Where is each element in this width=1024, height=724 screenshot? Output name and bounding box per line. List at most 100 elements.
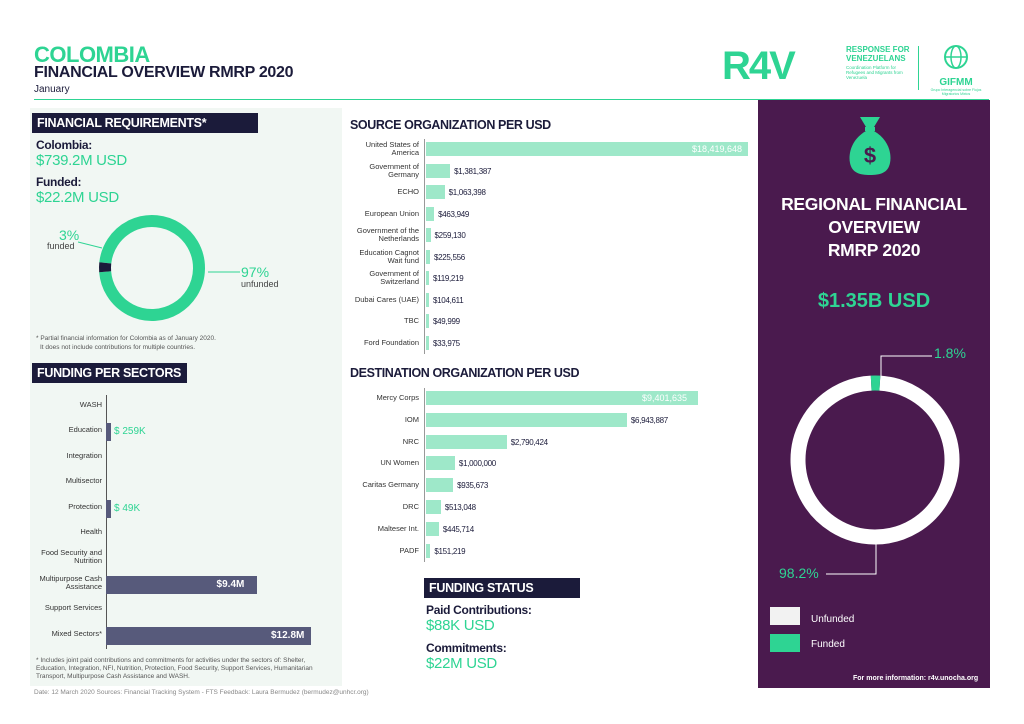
svg-text:$: $: [864, 143, 876, 168]
gifmm-name: GIFMM: [939, 77, 973, 88]
funded-label: Funded:: [36, 175, 82, 189]
financial-requirements-header: FINANCIAL REQUIREMENTS*: [32, 113, 258, 133]
dest-org-value: $151,219: [434, 546, 466, 556]
logo-line2: VENEZUELANS: [846, 54, 906, 63]
source-org-value: $259,130: [434, 231, 466, 240]
country-funding-donut: [99, 215, 205, 321]
gifmm-tagline: Grupo Interagencial sobre Flujos Migrato…: [930, 88, 982, 96]
funded-leader-line: [78, 241, 103, 249]
sector-bar: [106, 575, 257, 594]
legend-funded-swatch: [770, 634, 800, 652]
source-org-label: Dubai Cares (UAE): [354, 294, 419, 304]
source-org-value: $463,949: [438, 209, 470, 219]
logo-divider: [918, 46, 919, 90]
source-org-bar: [426, 185, 445, 199]
report-month: January: [34, 84, 70, 95]
source-org-value: $49,999: [433, 317, 460, 326]
dest-org-value: $1,000,000: [458, 459, 496, 469]
source-org-bar: [426, 206, 435, 221]
source-org-value: $119,219: [433, 274, 464, 283]
regional-funded-pct: 1.8%: [934, 345, 966, 361]
source-org-bar: [426, 163, 451, 178]
dest-org-label: PADF: [399, 545, 419, 555]
sector-bar: [106, 626, 311, 645]
funded-value: $22.2M USD: [36, 189, 119, 206]
sector-bar: [106, 499, 111, 518]
sectors-header: FUNDING PER SECTORS: [32, 363, 187, 383]
sector-label: Mixed Sectors*: [51, 628, 102, 638]
dest-org-bar: [426, 543, 431, 558]
country-requirement-value: $739.2M USD: [36, 152, 127, 169]
money-bag-icon: $: [849, 117, 891, 175]
sector-label: Education: [68, 425, 102, 435]
source-org-axis: [424, 139, 425, 354]
source-org-label: TBC: [404, 316, 419, 325]
sector-bar: [106, 423, 111, 442]
dest-org-label: Mercy Corps: [376, 393, 419, 402]
funded-pct: 3%: [59, 227, 80, 243]
source-org-label: ECHO: [397, 187, 419, 196]
regional-panel: [758, 100, 990, 688]
source-org-bar: [426, 228, 431, 242]
source-org-bar: [426, 314, 429, 328]
commit-value: $22M USD: [426, 655, 497, 672]
globe-icon: [944, 45, 968, 69]
dest-org-value: $513,048: [444, 503, 476, 512]
source-org-label: United States of America: [365, 140, 419, 157]
donut-unfunded-slice: [99, 215, 205, 321]
dest-org-value: $2,790,424: [510, 437, 548, 447]
sectors-note-1: * Includes joint paid contributions and …: [36, 657, 306, 664]
sector-bar-value: $ 49K: [114, 502, 141, 514]
more-info-link[interactable]: For more information: r4v.unocha.org: [853, 675, 979, 682]
source-org-value: $18,419,648: [692, 144, 743, 154]
paid-label: Paid Contributions:: [426, 603, 532, 617]
donut-unfunded-slice: [790, 375, 960, 545]
page-title: COLOMBIA: [34, 42, 150, 67]
header-divider: [34, 99, 989, 100]
dest-org-label: Malteser Int.: [377, 523, 419, 533]
dest-org-label: Caritas Germany: [362, 480, 419, 490]
regional-unfunded-pct: 98.2%: [779, 565, 819, 581]
source-org-bar: [426, 335, 429, 350]
source-org-label: Government of Germany: [369, 161, 419, 179]
r4v-logo-text: RESPONSE FOR VENEZUELANS Coordination Pl…: [846, 45, 916, 80]
regional-funding-donut: [790, 375, 960, 545]
sector-bar-value: $9.4M: [216, 578, 245, 590]
dest-org-bar: [426, 456, 455, 471]
logo-line1: RESPONSE FOR: [846, 45, 910, 54]
dest-org-value: $6,943,887: [630, 415, 668, 425]
dest-org-header: DESTINATION ORGANIZATION PER USD: [350, 366, 580, 380]
source-org-label: Government of the Netherlands: [356, 226, 419, 243]
source-org-label: Government of Switzerland: [369, 269, 419, 286]
commit-label: Commitments:: [426, 641, 507, 655]
sectors-note-2: Education, Integration, NFI, Nutrition, …: [36, 665, 313, 672]
source-org-bar: [426, 271, 429, 285]
funding-status-header: FUNDING STATUS: [424, 578, 580, 598]
regional-funded-leader: [880, 355, 932, 382]
dest-org-value: $445,714: [442, 524, 474, 534]
sector-bar-value: $12.8M: [271, 629, 305, 641]
source-org-value: $1,381,387: [454, 166, 492, 176]
legend-unfunded-swatch: [770, 607, 800, 625]
dest-org-axis: [424, 388, 425, 563]
requirements-note-2: It does not include contributions for mu…: [40, 344, 196, 351]
source-org-label: Ford Foundation: [363, 337, 419, 347]
dest-org-label: UN Women: [380, 458, 419, 468]
regional-title-line1: REGIONAL FINANCIAL: [781, 194, 967, 214]
dest-org-label: DRC: [402, 502, 419, 511]
sector-label: Multisector: [65, 476, 102, 486]
dest-org-label: IOM: [404, 414, 419, 424]
funded-word: funded: [47, 241, 75, 251]
requirements-note-1: * Partial financial information for Colo…: [36, 335, 216, 342]
sector-label: Food Security and Nutrition: [41, 548, 102, 566]
regional-title-line2: OVERVIEW: [828, 217, 920, 237]
regional-title-line3: RMRP 2020: [827, 240, 921, 260]
sector-label: Protection: [68, 501, 102, 511]
source-org-bar: [426, 142, 748, 156]
dest-org-label: NRC: [402, 436, 419, 446]
source-org-bar: [426, 292, 429, 307]
legend-unfunded-label: Unfunded: [811, 614, 855, 625]
sectors-axis: [106, 395, 107, 649]
sector-bar-value: $ 259K: [114, 426, 146, 438]
regional-title: REGIONAL FINANCIAL OVERVIEW RMRP 2020: [770, 193, 978, 262]
